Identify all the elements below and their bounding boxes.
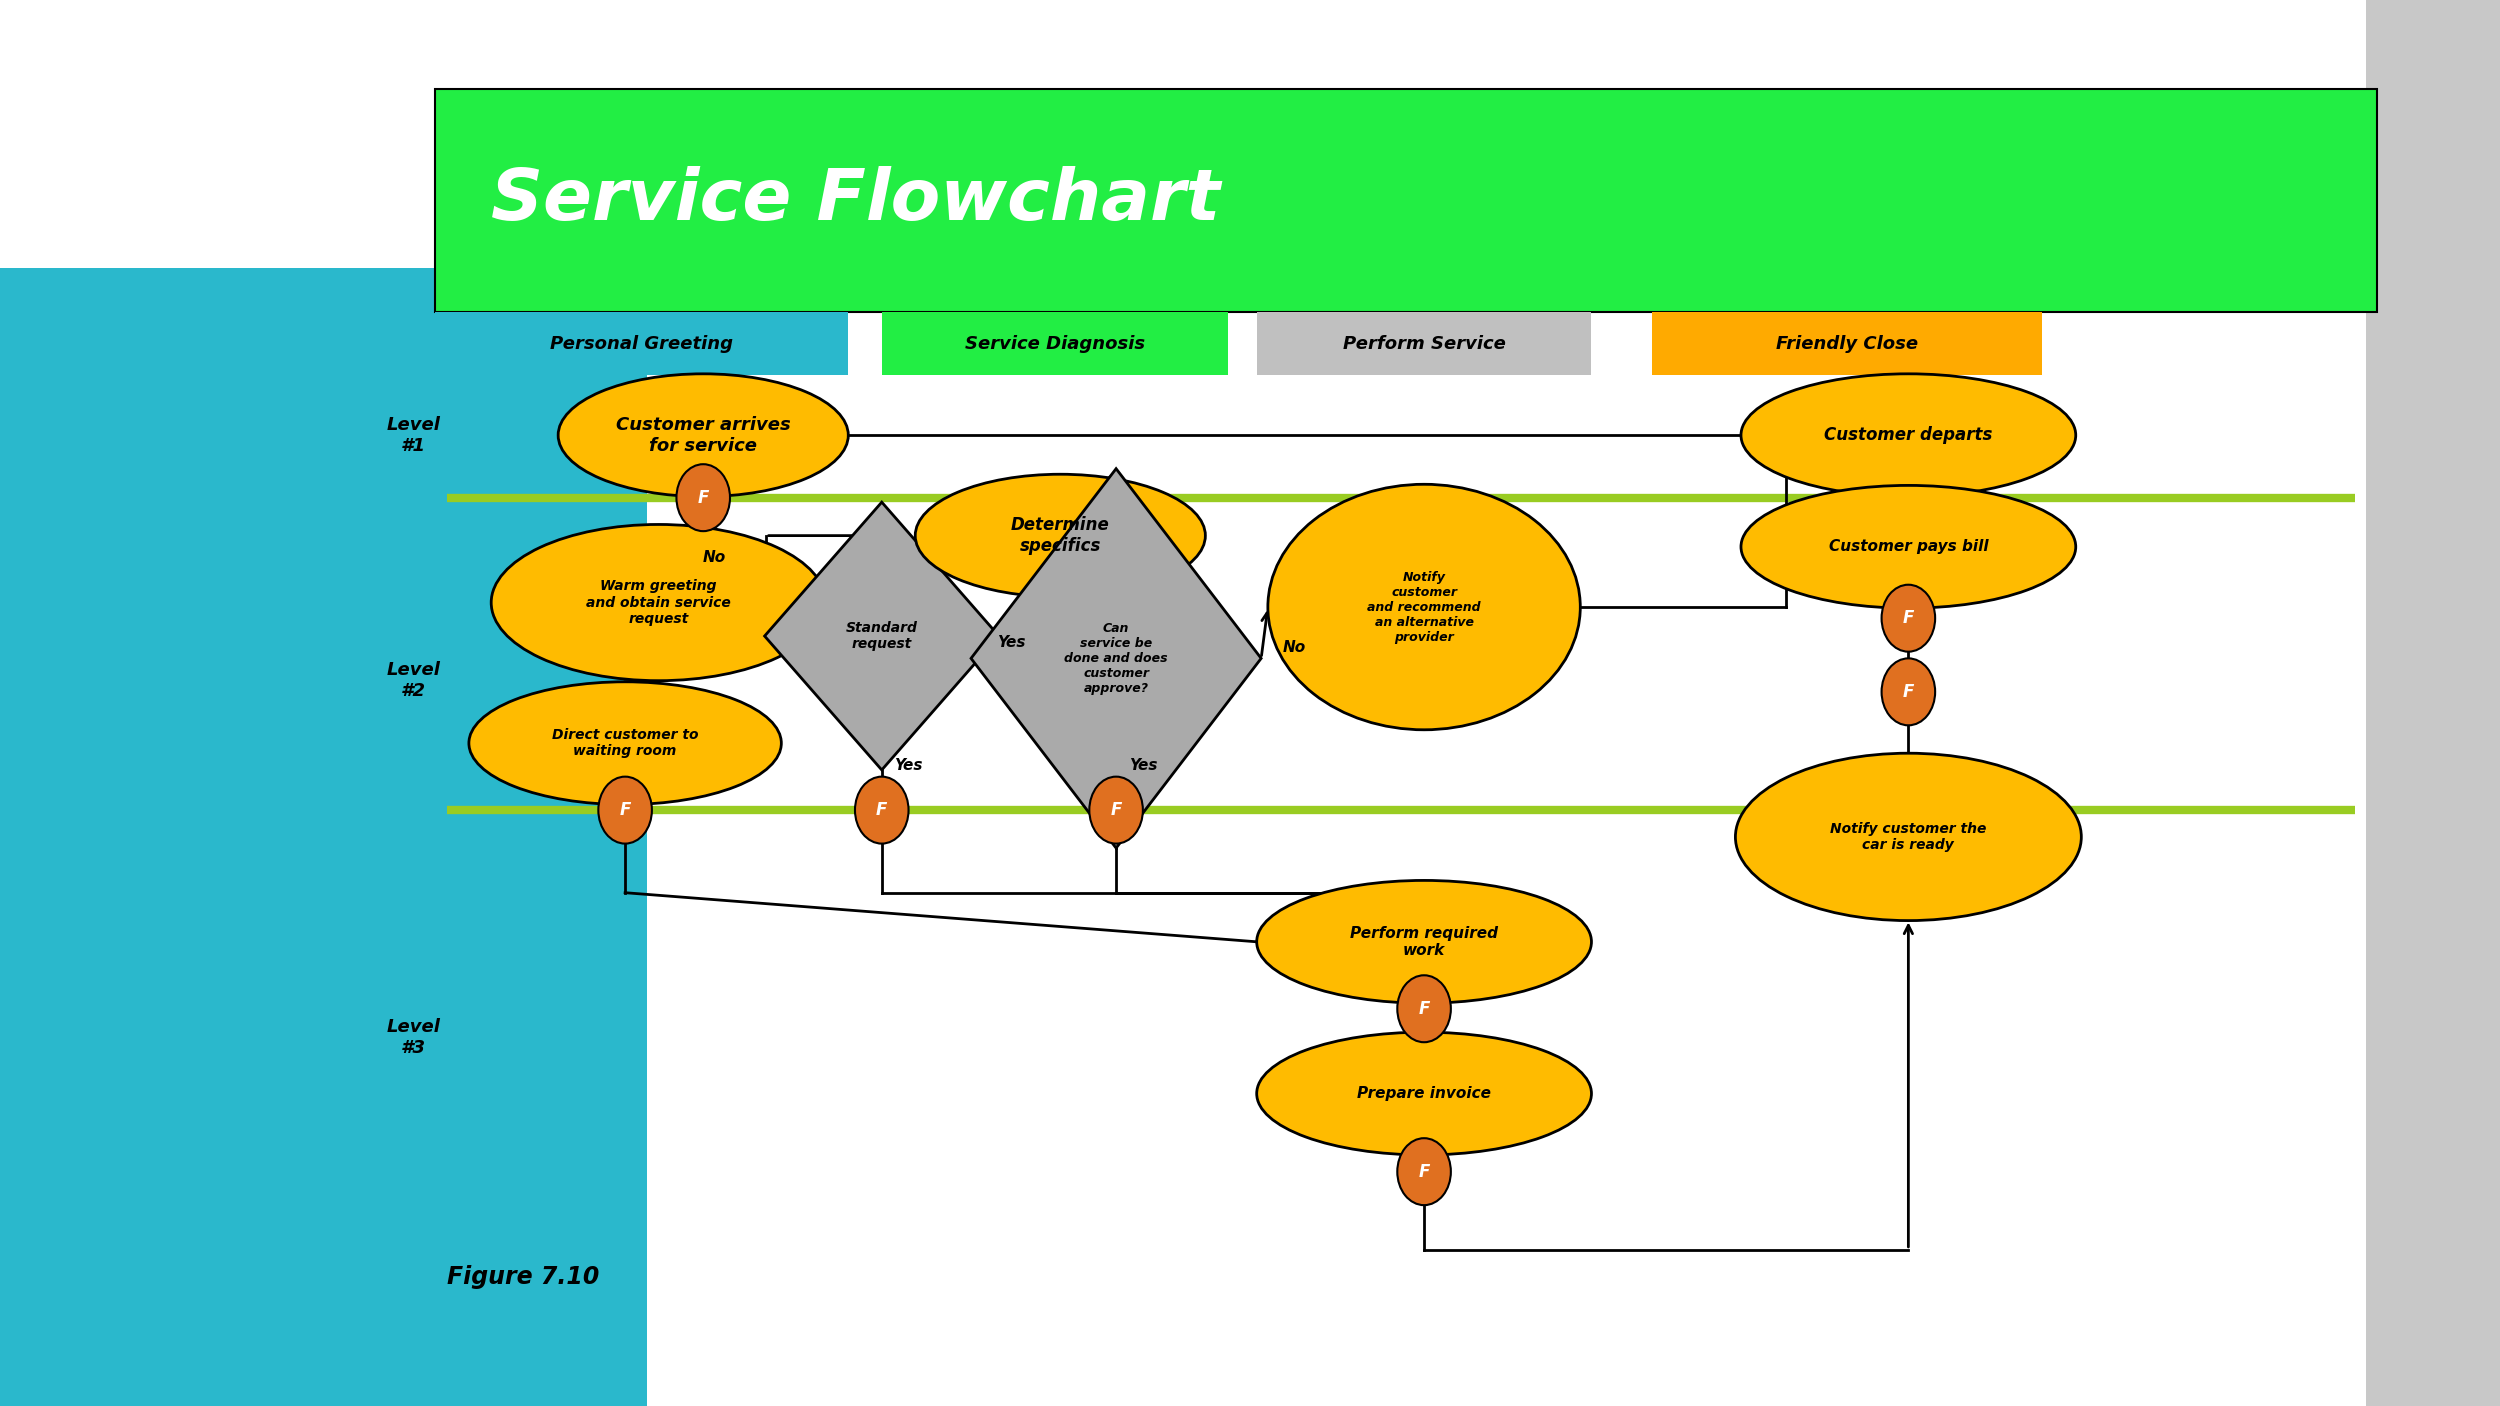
Ellipse shape	[678, 464, 730, 531]
Ellipse shape	[1882, 658, 1935, 725]
Text: Perform required
work: Perform required work	[1350, 925, 1497, 957]
Ellipse shape	[1740, 374, 2075, 496]
Ellipse shape	[1258, 1032, 1592, 1154]
Text: Customer pays bill: Customer pays bill	[1828, 540, 1988, 554]
Text: No: No	[703, 550, 725, 565]
Text: Yes: Yes	[895, 758, 922, 773]
Text: F: F	[1902, 609, 1915, 627]
Ellipse shape	[1882, 585, 1935, 651]
Text: Customer arrives
for service: Customer arrives for service	[615, 416, 790, 454]
Ellipse shape	[598, 776, 652, 844]
Polygon shape	[765, 502, 1000, 770]
Text: F: F	[620, 801, 630, 820]
Text: Level
#3: Level #3	[385, 1018, 440, 1057]
Text: Service Diagnosis: Service Diagnosis	[965, 335, 1145, 353]
Text: Notify
customer
and recommend
an alternative
provider: Notify customer and recommend an alterna…	[1368, 571, 1480, 644]
Ellipse shape	[915, 474, 1205, 598]
Text: Friendly Close: Friendly Close	[1775, 335, 1918, 353]
Text: Level
#1: Level #1	[385, 416, 440, 454]
Ellipse shape	[558, 374, 848, 496]
Text: F: F	[1110, 801, 1122, 820]
Bar	[882, 312, 1228, 375]
Text: Prepare invoice: Prepare invoice	[1358, 1085, 1490, 1101]
Ellipse shape	[855, 776, 908, 844]
Text: F: F	[1417, 1163, 1430, 1181]
Ellipse shape	[1735, 754, 2082, 921]
Text: Yes: Yes	[998, 636, 1025, 650]
Text: Can
service be
done and does
customer
approve?: Can service be done and does customer ap…	[1065, 621, 1168, 695]
Ellipse shape	[1740, 485, 2075, 609]
Ellipse shape	[1268, 484, 1580, 730]
Ellipse shape	[1258, 880, 1592, 1002]
Ellipse shape	[470, 682, 782, 804]
Bar	[1652, 312, 2042, 375]
Text: Notify customer the
car is ready: Notify customer the car is ready	[1830, 821, 1988, 852]
Bar	[0, 267, 648, 1406]
Text: F: F	[875, 801, 888, 820]
Text: Direct customer to
waiting room: Direct customer to waiting room	[552, 728, 698, 758]
Ellipse shape	[1398, 976, 1450, 1042]
Polygon shape	[970, 468, 1260, 848]
Text: Determine
specifics: Determine specifics	[1010, 516, 1110, 555]
Ellipse shape	[1090, 776, 1142, 844]
Text: Yes: Yes	[1128, 758, 1158, 773]
Text: F: F	[698, 489, 710, 506]
Text: F: F	[1417, 1000, 1430, 1018]
Text: F: F	[1902, 683, 1915, 700]
Text: Figure 7.10: Figure 7.10	[448, 1264, 600, 1288]
Bar	[435, 89, 2377, 312]
Text: Perform Service: Perform Service	[1342, 335, 1505, 353]
Text: Standard
request: Standard request	[845, 621, 917, 651]
Text: No: No	[1282, 640, 1308, 655]
Text: Level
#2: Level #2	[385, 661, 440, 700]
Ellipse shape	[1398, 1139, 1450, 1205]
Text: Customer departs: Customer departs	[1825, 426, 1993, 444]
Ellipse shape	[490, 524, 825, 681]
Text: Service Flowchart: Service Flowchart	[490, 166, 1220, 235]
Bar	[435, 312, 848, 375]
Text: Personal Greeting: Personal Greeting	[550, 335, 732, 353]
Bar	[2365, 0, 2500, 1406]
Bar	[1258, 312, 1592, 375]
Text: Warm greeting
and obtain service
request: Warm greeting and obtain service request	[585, 579, 730, 626]
